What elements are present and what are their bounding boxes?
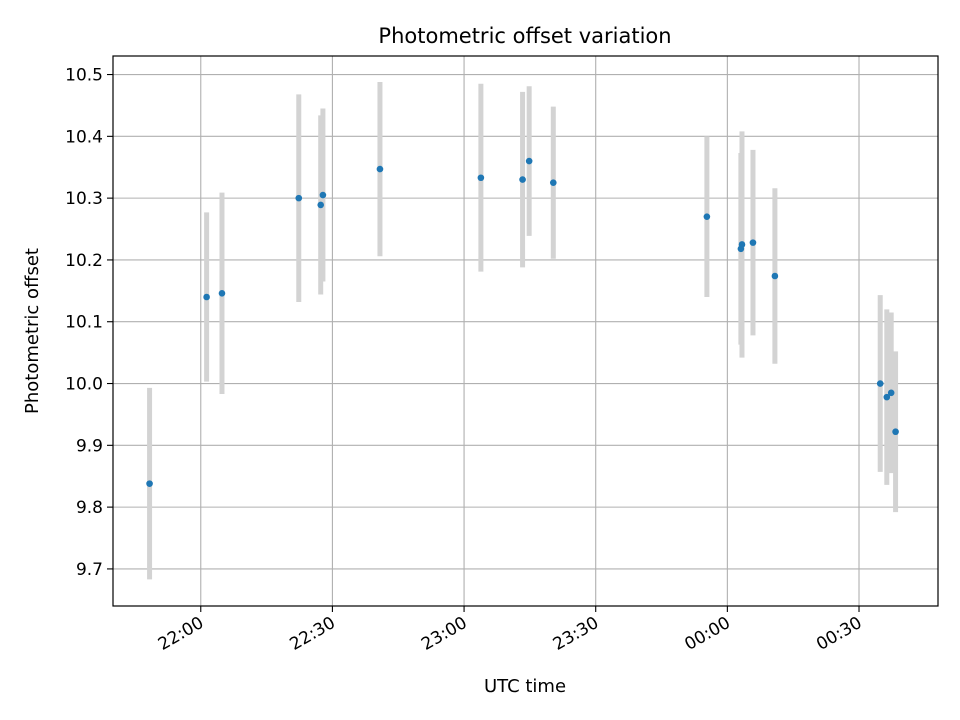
x-axis-label: UTC time [484, 676, 566, 697]
data-point [887, 389, 895, 397]
data-point [883, 393, 891, 401]
data-point [771, 272, 779, 280]
data-point [892, 428, 899, 436]
data-point [876, 380, 884, 387]
y-tick-label: 10.3 [65, 189, 103, 209]
y-tick-label: 10.5 [65, 66, 103, 86]
data-point [203, 293, 210, 301]
data-point [749, 239, 757, 246]
y-tick-label: 9.9 [76, 436, 103, 456]
y-tick-label: 10.4 [65, 127, 103, 147]
data-point [319, 191, 327, 199]
y-tick-label: 9.7 [76, 560, 103, 580]
y-tick-label: 10.0 [65, 375, 103, 395]
data-point [376, 165, 384, 173]
data-point [549, 179, 557, 186]
data-point [146, 480, 153, 487]
data-markers [146, 157, 899, 487]
data-point [477, 174, 485, 182]
y-tick-label: 10.2 [65, 251, 103, 271]
data-point [218, 290, 226, 297]
axes-frame [112, 55, 939, 607]
data-point [525, 157, 533, 165]
data-point [738, 241, 746, 248]
chart-title: Photometric offset variation [378, 24, 671, 48]
data-point [703, 213, 711, 220]
data-point [295, 194, 303, 202]
y-axis-ticks: 9.7 9.8 9.9 10.0 10.1 10.2 10.3 10.4 10.5 [65, 66, 113, 580]
x-gridlines [200, 56, 860, 606]
data-point [317, 201, 325, 209]
y-tick-label: 9.8 [76, 498, 103, 518]
data-point [519, 176, 526, 183]
plot-area [113, 56, 938, 606]
y-axis-label: Photometric offset [22, 248, 43, 414]
y-gridlines [113, 73, 938, 570]
y-tick-label: 10.1 [65, 313, 103, 333]
